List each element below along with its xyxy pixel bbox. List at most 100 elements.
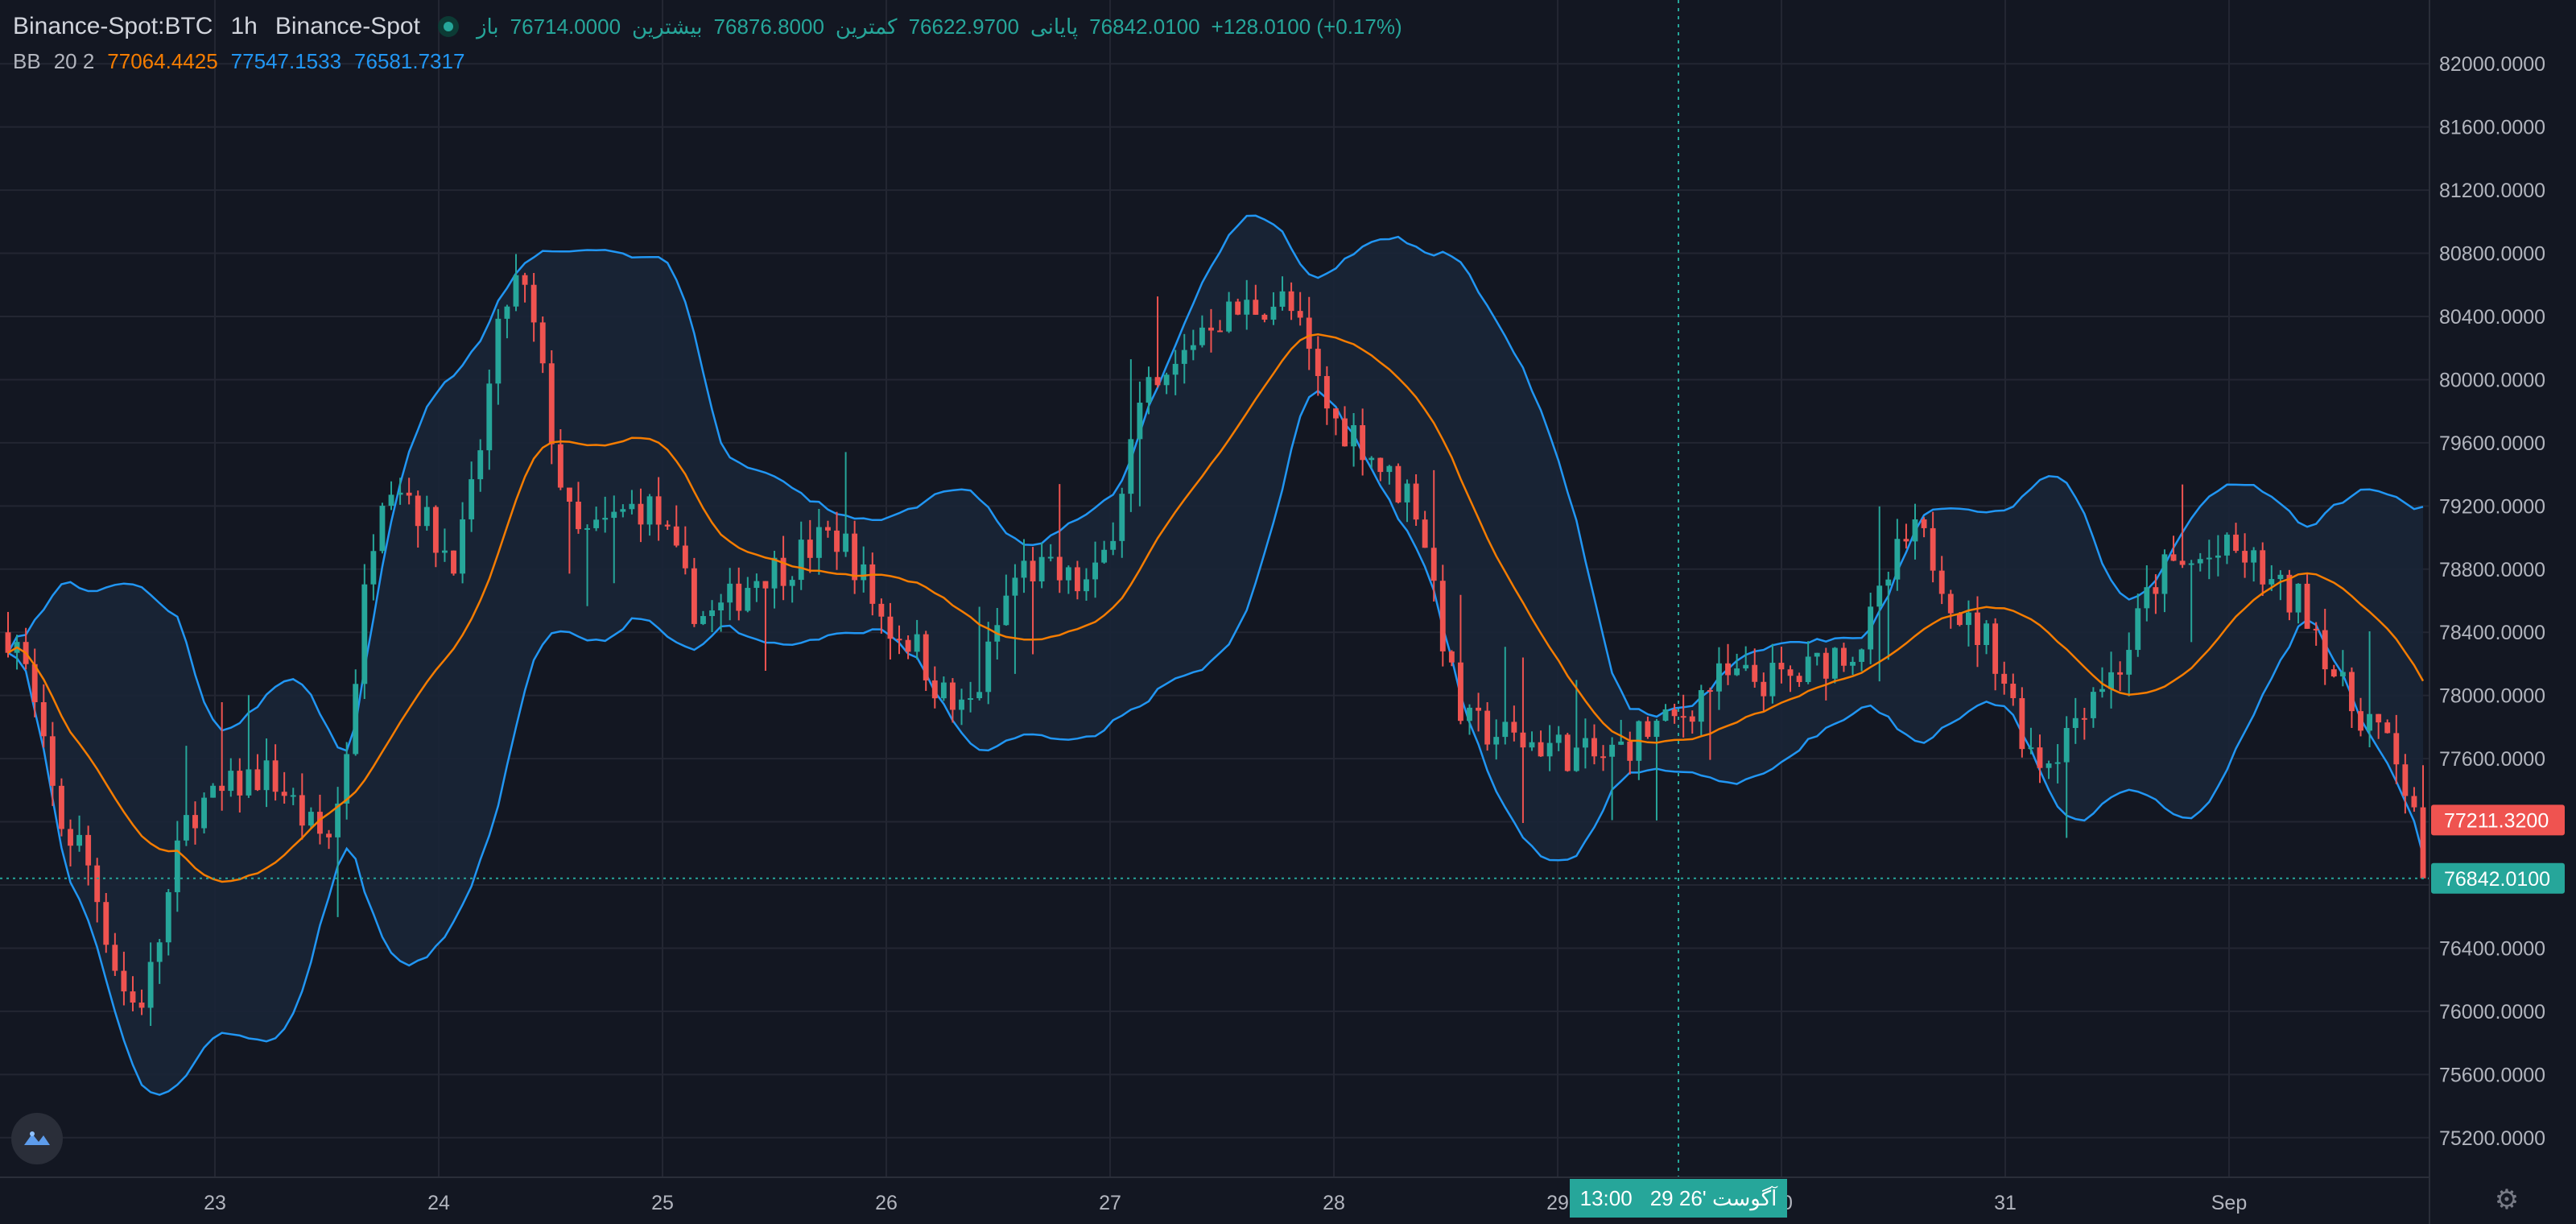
candle [469, 461, 475, 532]
candle [2170, 536, 2177, 561]
candle [210, 783, 217, 798]
indicator-row[interactable]: BB 20 2 77064.4425 77547.1533 76581.7317 [13, 45, 1402, 77]
candle [2028, 727, 2034, 755]
time-axis[interactable]: 232425262728293031Sep [0, 1176, 2429, 1214]
candle [1253, 284, 1259, 315]
candle [1190, 329, 1196, 361]
candle [976, 606, 983, 701]
candle [1413, 473, 1419, 526]
indicator-name: BB [13, 49, 41, 73]
candle [1368, 456, 1375, 469]
candle [1038, 542, 1045, 589]
candle [682, 526, 688, 575]
candle [2081, 708, 2087, 740]
candles-group [5, 254, 2426, 1026]
candle [423, 495, 430, 531]
candle [923, 631, 929, 692]
candle [1279, 276, 1286, 311]
candle [1564, 733, 1571, 772]
candle [959, 688, 964, 726]
candle [1885, 571, 1892, 660]
candle [397, 478, 403, 505]
candle [1270, 292, 1277, 325]
candle [1208, 308, 1214, 353]
indicator-params: 20 2 [53, 49, 95, 73]
candle [2411, 787, 2417, 813]
price-axis-bg [2429, 0, 2576, 1224]
candle [736, 567, 742, 621]
candle [138, 989, 145, 1015]
candle [896, 625, 902, 655]
price-tick-label: 79200.0000 [2439, 495, 2545, 518]
candle [156, 939, 163, 984]
close-value: 76842.0100 [1089, 14, 1200, 39]
last-price-tag-text: 76842.0100 [2444, 868, 2550, 891]
price-tick-label: 80800.0000 [2439, 243, 2545, 266]
candle [388, 481, 394, 511]
candle [1154, 296, 1161, 388]
candle [2402, 754, 2409, 814]
candle [1493, 719, 1500, 760]
candle [85, 825, 92, 886]
candle [1065, 565, 1071, 594]
candle [620, 504, 626, 518]
candle [1850, 656, 1856, 676]
candle [1725, 643, 1731, 685]
price-tick-label: 76400.0000 [2439, 937, 2545, 960]
market-status-icon [437, 16, 459, 37]
time-tick-label: 25 [651, 1192, 674, 1214]
crosshair-time-label: 13:00 29 آگوست '26 [1570, 1179, 1787, 1218]
candle [2295, 583, 2301, 624]
candle [406, 478, 412, 505]
candle [1128, 359, 1134, 512]
candle [1261, 313, 1268, 323]
candle [112, 932, 118, 976]
high-value: 76876.8000 [713, 14, 824, 39]
candle [174, 821, 180, 912]
exchange-name: Binance-Spot [275, 13, 420, 39]
logo-icon[interactable] [11, 1113, 63, 1164]
gear-icon[interactable]: ⚙ [2494, 1185, 2520, 1215]
price-axis[interactable]: 75200.0000 75600.0000 76000.0000 76400.0000… [2429, 0, 2576, 1224]
bollinger-upper-line [6, 214, 2424, 752]
candle [192, 801, 198, 845]
price-tick-label: 81200.0000 [2439, 180, 2545, 202]
candle [1235, 298, 1241, 316]
candle [2072, 697, 2079, 744]
price-tick-label: 77600.0000 [2439, 748, 2545, 771]
candle [147, 942, 154, 1026]
candle [1511, 705, 1517, 742]
candle [1395, 463, 1402, 504]
candle [753, 573, 760, 602]
candle [1573, 680, 1579, 772]
candle [1743, 646, 1749, 672]
candle [1199, 315, 1205, 348]
time-tick-label: 27 [1099, 1192, 1121, 1214]
candle [780, 536, 786, 601]
chart-legend: Binance-Spot:BTC 1h Binance-Spot باز 767… [13, 8, 1402, 77]
candle [281, 771, 287, 804]
candle [950, 678, 956, 723]
candle [1360, 408, 1366, 476]
candle [1430, 469, 1437, 602]
candle [1689, 710, 1695, 734]
candle [2063, 716, 2070, 838]
candle [49, 722, 56, 806]
candle [1244, 279, 1250, 330]
symbol-name[interactable]: Binance-Spot:BTC [13, 13, 213, 39]
candle [442, 528, 448, 562]
price-tick-label: 79600.0000 [2439, 432, 2545, 455]
candle [2277, 570, 2284, 601]
candle [40, 684, 47, 748]
candle [843, 452, 849, 557]
candle [495, 308, 502, 405]
candle [326, 829, 332, 850]
interval[interactable]: 1h [230, 13, 258, 39]
time-tick-label: Sep [2211, 1192, 2247, 1214]
candle [1645, 716, 1651, 739]
candle [1386, 465, 1393, 485]
candle [985, 622, 992, 705]
candle [655, 477, 662, 541]
candle [1226, 292, 1232, 333]
